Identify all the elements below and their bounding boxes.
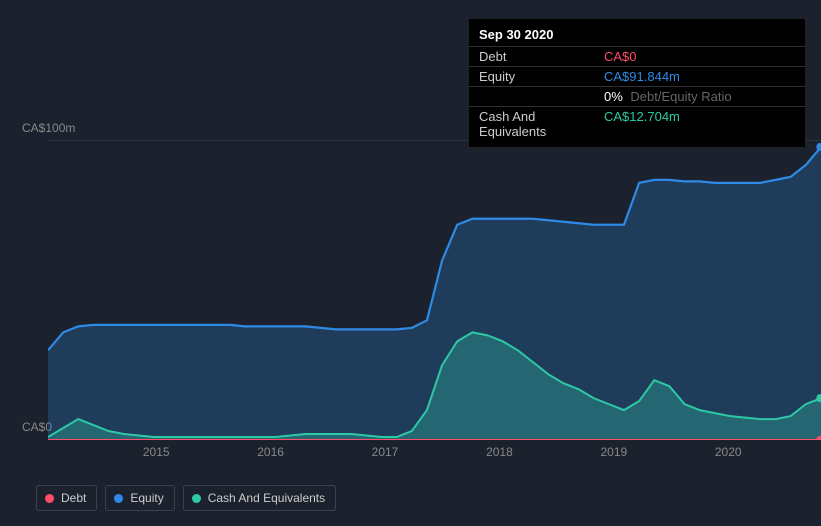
x-axis-tick: 2019 bbox=[600, 445, 627, 459]
tooltip-row-debt: Debt CA$0 bbox=[469, 47, 805, 67]
y-axis-max-label: CA$100m bbox=[22, 121, 75, 135]
chart-tooltip: Sep 30 2020 Debt CA$0 Equity CA$91.844m … bbox=[468, 18, 806, 148]
tooltip-row-equity: Equity CA$91.844m bbox=[469, 67, 805, 87]
x-axis-tick: 2017 bbox=[372, 445, 399, 459]
tooltip-date: Sep 30 2020 bbox=[469, 25, 805, 47]
tooltip-row-cash: Cash And Equivalents CA$12.704m bbox=[469, 107, 805, 141]
x-axis-tick: 2020 bbox=[715, 445, 742, 459]
x-axis-tick: 2015 bbox=[143, 445, 170, 459]
plot-area[interactable] bbox=[48, 140, 821, 440]
tooltip-value: CA$0 bbox=[604, 49, 795, 64]
legend-label: Equity bbox=[130, 491, 163, 505]
chart-legend: Debt Equity Cash And Equivalents bbox=[36, 485, 336, 511]
tooltip-row-ratio: 0% Debt/Equity Ratio bbox=[469, 87, 805, 107]
tooltip-value: CA$12.704m bbox=[604, 109, 795, 139]
x-axis-tick: 2018 bbox=[486, 445, 513, 459]
legend-dot-icon bbox=[45, 494, 54, 503]
tooltip-label: Equity bbox=[479, 69, 604, 84]
tooltip-label bbox=[479, 89, 604, 104]
tooltip-label: Debt bbox=[479, 49, 604, 64]
legend-dot-icon bbox=[192, 494, 201, 503]
financial-chart: Sep 30 2020 Debt CA$0 Equity CA$91.844m … bbox=[18, 0, 821, 526]
ratio-value: 0% bbox=[604, 89, 623, 104]
tooltip-value: CA$91.844m bbox=[604, 69, 795, 84]
legend-item-debt[interactable]: Debt bbox=[36, 485, 97, 511]
legend-label: Cash And Equivalents bbox=[208, 491, 325, 505]
legend-dot-icon bbox=[114, 494, 123, 503]
tooltip-label: Cash And Equivalents bbox=[479, 109, 604, 139]
x-axis-tick: 2016 bbox=[257, 445, 284, 459]
ratio-suffix: Debt/Equity Ratio bbox=[630, 89, 731, 104]
legend-item-cash[interactable]: Cash And Equivalents bbox=[183, 485, 336, 511]
tooltip-value: 0% Debt/Equity Ratio bbox=[604, 89, 795, 104]
chart-svg bbox=[48, 141, 821, 440]
legend-item-equity[interactable]: Equity bbox=[105, 485, 174, 511]
legend-label: Debt bbox=[61, 491, 86, 505]
